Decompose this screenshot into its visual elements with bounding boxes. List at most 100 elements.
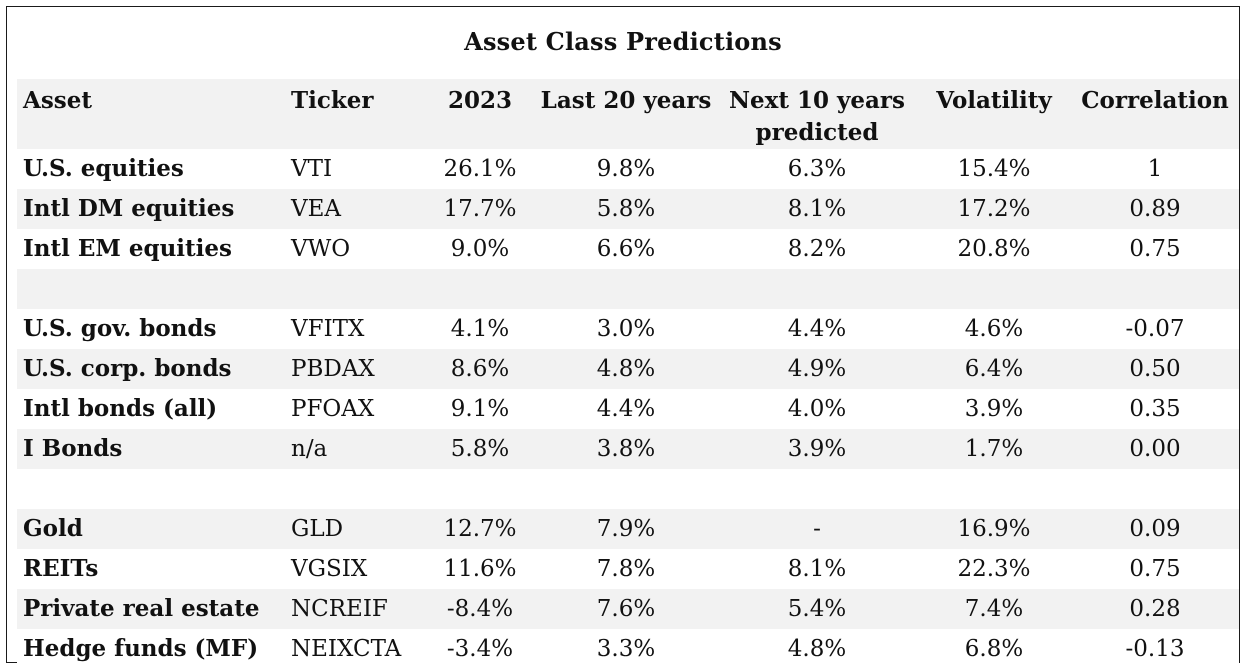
volatility-cell: 1.7% [964, 436, 1024, 462]
last-20-years-cell: 5.8% [596, 196, 656, 222]
ticker-cell: PBDAX [291, 356, 375, 382]
asset-cell: Intl EM equities [23, 235, 232, 262]
table-row: I Bonds n/a 5.8% 3.8% 3.9% 1.7% 0.00 [17, 429, 1239, 469]
asset-cell: U.S. equities [23, 155, 184, 182]
table-row [17, 469, 1239, 509]
return-2023-cell [425, 469, 535, 509]
next-10-years-cell: 4.4% [787, 316, 847, 342]
volatility-cell: 17.2% [957, 196, 1031, 222]
last-20-years-cell: 3.3% [596, 636, 656, 662]
next-10-years-cell [717, 269, 917, 309]
header-2023: 2023 [447, 87, 512, 114]
volatility-cell: 6.4% [964, 356, 1024, 382]
volatility-cell: 3.9% [964, 396, 1024, 422]
page-title: Asset Class Predictions [464, 27, 782, 56]
correlation-cell: 0.00 [1129, 436, 1181, 462]
ticker-cell: VWO [291, 236, 351, 262]
next-10-years-cell [717, 469, 917, 509]
last-20-years-cell: 3.8% [596, 436, 656, 462]
table-row: Private real estate NCREIF -8.4% 7.6% 5.4% 7.… [17, 589, 1239, 629]
return-2023-cell: 17.7% [443, 196, 517, 222]
table-row: Intl EM equities VWO 9.0% 6.6% 8.2% 20.8% 0.75 [17, 229, 1239, 269]
asset-cell: U.S. corp. bonds [23, 355, 232, 382]
ticker-cell: VEA [291, 196, 342, 222]
header-ticker: Ticker [291, 87, 374, 114]
table-row: REITs VGSIX 11.6% 7.8% 8.1% 22.3% 0.75 [17, 549, 1239, 589]
return-2023-cell: 4.1% [450, 316, 510, 342]
next-10-years-cell: 3.9% [787, 436, 847, 462]
correlation-cell: 0.28 [1129, 596, 1181, 622]
header-asset: Asset [23, 87, 92, 114]
header-next-10-line2: predicted [755, 119, 879, 146]
volatility-cell [917, 269, 1071, 309]
ticker-cell: NCREIF [291, 596, 388, 622]
asset-cell [17, 269, 285, 309]
return-2023-cell: 9.1% [450, 396, 510, 422]
return-2023-cell: -8.4% [446, 596, 514, 622]
table-row: U.S. equities VTI 26.1% 9.8% 6.3% 15.4% 1 [17, 149, 1239, 189]
last-20-years-cell: 7.9% [596, 516, 656, 542]
return-2023-cell [425, 269, 535, 309]
asset-cell: Gold [23, 515, 83, 542]
ticker-cell: NEIXCTA [291, 636, 402, 662]
next-10-years-cell: 4.0% [787, 396, 847, 422]
volatility-cell [917, 469, 1071, 509]
return-2023-cell: 5.8% [450, 436, 510, 462]
header-volatility: Volatility [936, 87, 1052, 114]
correlation-cell: 0.89 [1129, 196, 1181, 222]
asset-cell: I Bonds [23, 435, 123, 462]
ticker-cell: VFITX [291, 316, 365, 342]
header-correlation: Correlation [1081, 87, 1229, 114]
correlation-cell: 0.50 [1129, 356, 1181, 382]
header-next-10-years: Next 10 years predicted [717, 79, 917, 149]
last-20-years-cell: 7.8% [596, 556, 656, 582]
correlation-cell: 1 [1147, 156, 1163, 182]
table-row: Intl bonds (all) PFOAX 9.1% 4.4% 4.0% 3.9% 0.3… [17, 389, 1239, 429]
table-row [17, 269, 1239, 309]
table-row: U.S. corp. bonds PBDAX 8.6% 4.8% 4.9% 6.4% 0.5… [17, 349, 1239, 389]
correlation-cell: 0.75 [1129, 556, 1181, 582]
correlation-cell: -0.13 [1125, 636, 1185, 662]
ticker-cell: n/a [291, 436, 328, 462]
asset-cell: Intl bonds (all) [23, 395, 218, 422]
volatility-cell: 22.3% [957, 556, 1031, 582]
last-20-years-cell: 9.8% [596, 156, 656, 182]
correlation-cell: 0.09 [1129, 516, 1181, 542]
asset-table: Asset Ticker 2023 Last 20 years Next 10 … [17, 79, 1239, 669]
volatility-cell: 4.6% [964, 316, 1024, 342]
table-row: Gold GLD 12.7% 7.9% - 16.9% 0.09 [17, 509, 1239, 549]
return-2023-cell: 11.6% [443, 556, 517, 582]
volatility-cell: 15.4% [957, 156, 1031, 182]
correlation-cell [1071, 269, 1239, 309]
volatility-cell: 6.8% [964, 636, 1024, 662]
asset-cell: U.S. gov. bonds [23, 315, 217, 342]
table-row: Hedge funds (MF) NEIXCTA -3.4% 3.3% 4.8% 6.8%… [17, 629, 1239, 669]
next-10-years-cell: 6.3% [787, 156, 847, 182]
correlation-cell: 0.75 [1129, 236, 1181, 262]
volatility-cell: 16.9% [957, 516, 1031, 542]
table-row: Intl DM equities VEA 17.7% 5.8% 8.1% 17.2% 0.8… [17, 189, 1239, 229]
next-10-years-cell: - [813, 516, 821, 542]
last-20-years-cell: 4.8% [596, 356, 656, 382]
return-2023-cell: -3.4% [446, 636, 514, 662]
volatility-cell: 20.8% [957, 236, 1031, 262]
ticker-cell: PFOAX [291, 396, 375, 422]
asset-cell: Hedge funds (MF) [23, 635, 259, 662]
asset-cell: Intl DM equities [23, 195, 235, 222]
last-20-years-cell: 4.4% [596, 396, 656, 422]
next-10-years-cell: 8.1% [787, 556, 847, 582]
next-10-years-cell: 4.8% [787, 636, 847, 662]
asset-cell [17, 469, 285, 509]
last-20-years-cell [535, 469, 717, 509]
last-20-years-cell [535, 269, 717, 309]
document-frame: Asset Class Predictions Asset Ticker 202… [6, 6, 1240, 669]
return-2023-cell: 9.0% [450, 236, 510, 262]
return-2023-cell: 26.1% [443, 156, 517, 182]
asset-cell: Private real estate [23, 595, 260, 622]
last-20-years-cell: 3.0% [596, 316, 656, 342]
last-20-years-cell: 7.6% [596, 596, 656, 622]
ticker-cell: VTI [291, 156, 333, 182]
asset-cell: REITs [23, 555, 99, 582]
ticker-cell [285, 269, 425, 309]
ticker-cell: VGSIX [291, 556, 368, 582]
